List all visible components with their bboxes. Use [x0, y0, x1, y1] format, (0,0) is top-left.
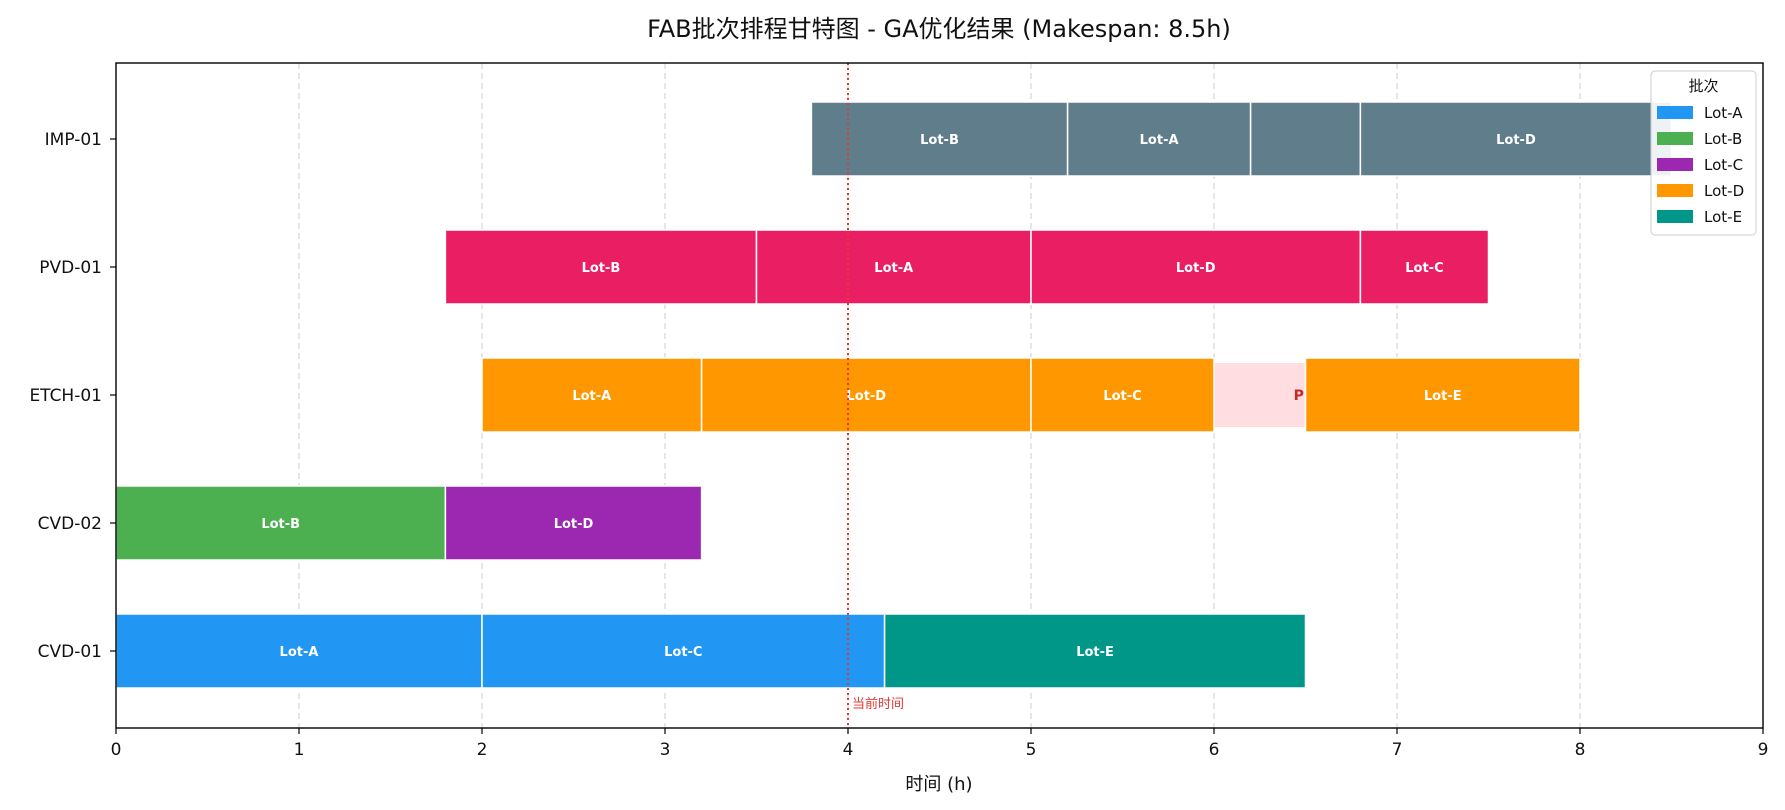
gantt-bars: PMLot-ALot-CLot-ELot-BLot-DLot-ALot-DLot…	[115, 101, 1673, 689]
x-tick-label: 4	[843, 740, 854, 760]
legend-swatch	[1657, 184, 1693, 197]
x-tick-label: 1	[294, 740, 305, 760]
gantt-bar	[1066, 101, 1252, 177]
x-tick-label: 0	[111, 740, 122, 760]
current-time-label: 当前时间	[852, 696, 904, 712]
gantt-bar	[1359, 229, 1490, 305]
y-tick-label: CVD-02	[38, 514, 102, 534]
legend-title: 批次	[1688, 77, 1718, 95]
x-tick-label: 2	[477, 740, 488, 760]
x-tick-label: 3	[660, 740, 671, 760]
bar-label: Lot-B	[920, 133, 959, 148]
gantt-bar	[810, 101, 1069, 177]
bar-label: Lot-E	[1076, 645, 1114, 660]
y-tick-label: IMP-01	[45, 130, 102, 150]
gantt-bar	[883, 613, 1307, 689]
gantt-bar	[1249, 101, 1362, 177]
axes: 0 1 2 3 4 5 6 7 8 9 CVD-01 CVD-02 ETCH-01 PVD-01 IMP-0…	[29, 130, 1768, 760]
legend-swatch	[1657, 106, 1693, 119]
legend-entry: Lot-E	[1704, 208, 1742, 226]
legend-entry: Lot-A	[1704, 104, 1743, 122]
gantt-bar	[444, 485, 703, 561]
gantt-bar	[700, 357, 1032, 433]
chart-title: FAB批次排程甘特图 - GA优化结果 (Makespan: 8.5h)	[647, 15, 1231, 43]
legend-swatch	[1657, 158, 1693, 171]
bar-label: Lot-D	[554, 517, 594, 532]
y-tick-label: CVD-01	[38, 642, 102, 662]
legend-entry: Lot-D	[1704, 182, 1744, 200]
bar-label: Lot-D	[1176, 261, 1216, 276]
gantt-bar	[1030, 229, 1362, 305]
x-tick-label: 7	[1392, 740, 1403, 760]
gantt-bar	[481, 357, 703, 433]
gantt-bar	[1359, 101, 1673, 177]
bar-label: Lot-C	[1405, 261, 1443, 276]
legend-entry: Lot-B	[1704, 130, 1742, 148]
x-tick-label: 9	[1758, 740, 1769, 760]
gantt-bar	[115, 485, 447, 561]
maintenance-block	[1214, 363, 1306, 427]
legend-entry: Lot-C	[1704, 156, 1743, 174]
bar-label: Lot-B	[261, 517, 300, 532]
bar-label: Lot-E	[1424, 389, 1462, 404]
gantt-bar	[755, 229, 1032, 305]
gantt-bar	[1030, 357, 1215, 433]
bar-label: Lot-B	[582, 261, 621, 276]
gantt-bar	[115, 613, 483, 689]
bar-label: Lot-A	[874, 261, 913, 276]
x-tick-label: 5	[1026, 740, 1037, 760]
x-axis-label: 时间 (h)	[905, 774, 972, 795]
gantt-bar	[1304, 357, 1581, 433]
bar-label: Lot-A	[572, 389, 611, 404]
current-time-marker: 当前时间	[847, 63, 904, 728]
gantt-bar	[444, 229, 758, 305]
legend-swatch	[1657, 210, 1693, 223]
y-tick-label: PVD-01	[39, 258, 102, 278]
legend: 批次 Lot-A Lot-B Lot-C Lot-D Lot-E	[1650, 70, 1757, 236]
bar-label: Lot-C	[1103, 389, 1141, 404]
legend-swatch	[1657, 132, 1693, 145]
bar-label: Lot-C	[664, 645, 702, 660]
x-tick-label: 8	[1575, 740, 1586, 760]
x-tick-label: 6	[1209, 740, 1220, 760]
bar-label: Lot-A	[280, 645, 319, 660]
y-tick-label: ETCH-01	[29, 386, 102, 406]
bar-label: Lot-D	[1496, 133, 1536, 148]
bar-label: Lot-D	[846, 389, 886, 404]
bar-label: Lot-A	[1140, 133, 1179, 148]
